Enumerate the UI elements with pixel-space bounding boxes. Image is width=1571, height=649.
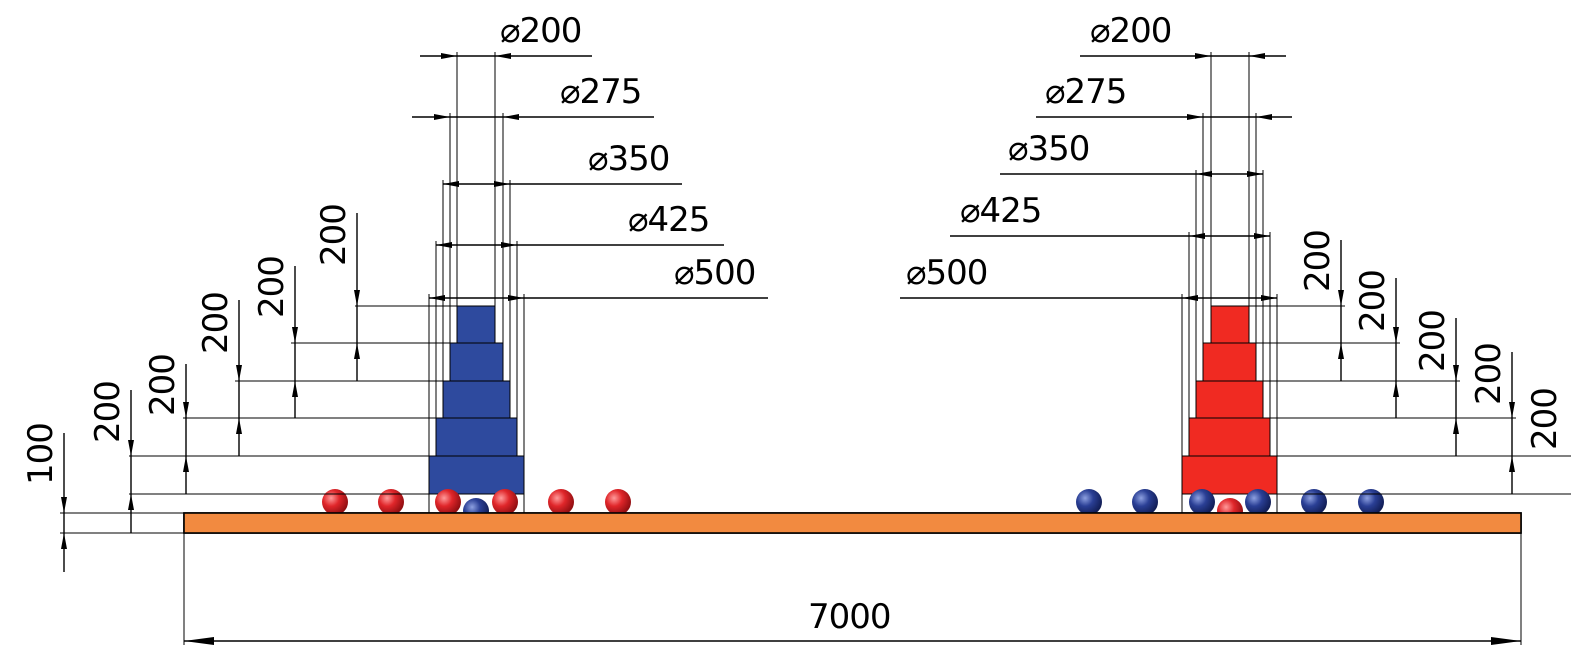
right-height-label-5: 200 <box>1298 230 1338 292</box>
right-height-label-1: 200 <box>1525 388 1565 450</box>
left-tower <box>428 305 525 495</box>
right-height-dimensions: 200 200 200 200 200 <box>1298 230 1565 494</box>
blue-ball <box>1245 489 1271 515</box>
blue-ball <box>1358 489 1384 515</box>
left-tower-tier-3 <box>442 380 511 419</box>
left-height-dimensions: 200 200 200 200 200 100 <box>21 204 360 572</box>
right-height-label-4: 200 <box>1353 270 1393 332</box>
right-tower-tier-1 <box>1181 455 1278 495</box>
right-diameter-label-4: ⌀425 <box>960 191 1041 231</box>
right-diameter-label-3: ⌀350 <box>1008 129 1089 169</box>
right-height-label-3: 200 <box>1413 310 1453 372</box>
red-ball <box>322 489 348 515</box>
left-height-label-2: 200 <box>143 354 183 416</box>
red-ball <box>435 489 461 515</box>
left-diameter-label-3: ⌀350 <box>588 139 669 179</box>
left-tower-tier-1 <box>428 455 525 495</box>
right-height-label-2: 200 <box>1469 343 1509 405</box>
right-diameter-label-2: ⌀275 <box>1045 72 1126 112</box>
left-diameter-dimensions: ⌀200 ⌀275 ⌀350 ⌀425 ⌀500 <box>412 11 768 301</box>
left-tower-tier-2 <box>435 417 518 457</box>
right-diameter-label-5: ⌀500 <box>906 253 987 293</box>
right-tower-tier-3 <box>1195 380 1264 419</box>
left-height-label-5: 200 <box>314 204 354 266</box>
left-diameter-label-5: ⌀500 <box>674 253 755 293</box>
blue-ball <box>1189 489 1215 515</box>
overall-length-dimension: 7000 <box>183 533 1522 645</box>
left-tower-tier-5 <box>456 305 496 344</box>
left-tower-tier-4 <box>449 342 504 382</box>
right-tower-tier-5 <box>1210 305 1250 344</box>
right-extension-lines <box>1181 52 1571 513</box>
right-diameter-dimensions: ⌀200 ⌀275 ⌀350 ⌀425 ⌀500 <box>900 11 1292 301</box>
blue-ball <box>1132 489 1158 515</box>
left-diameter-label-4: ⌀425 <box>628 200 709 240</box>
base-plate-overlay <box>183 512 1522 534</box>
right-tower-tier-2 <box>1188 417 1271 457</box>
right-diameter-label-1: ⌀200 <box>1090 11 1171 51</box>
right-tower <box>1181 305 1278 495</box>
base-thickness-label: 100 <box>21 423 61 485</box>
blue-ball <box>1076 489 1102 515</box>
left-height-label-1: 200 <box>88 381 128 443</box>
right-tower-tier-4 <box>1202 342 1257 382</box>
blue-ball <box>1301 489 1327 515</box>
left-extension-lines <box>60 52 525 534</box>
left-height-label-3: 200 <box>196 292 236 354</box>
red-ball <box>548 489 574 515</box>
overall-length-label: 7000 <box>808 597 891 637</box>
balls-left <box>322 489 631 524</box>
red-ball <box>605 489 631 515</box>
red-ball <box>492 489 518 515</box>
left-height-label-4: 200 <box>252 256 292 318</box>
left-diameter-label-2: ⌀275 <box>560 72 641 112</box>
red-ball <box>378 489 404 515</box>
left-diameter-label-1: ⌀200 <box>500 11 581 51</box>
